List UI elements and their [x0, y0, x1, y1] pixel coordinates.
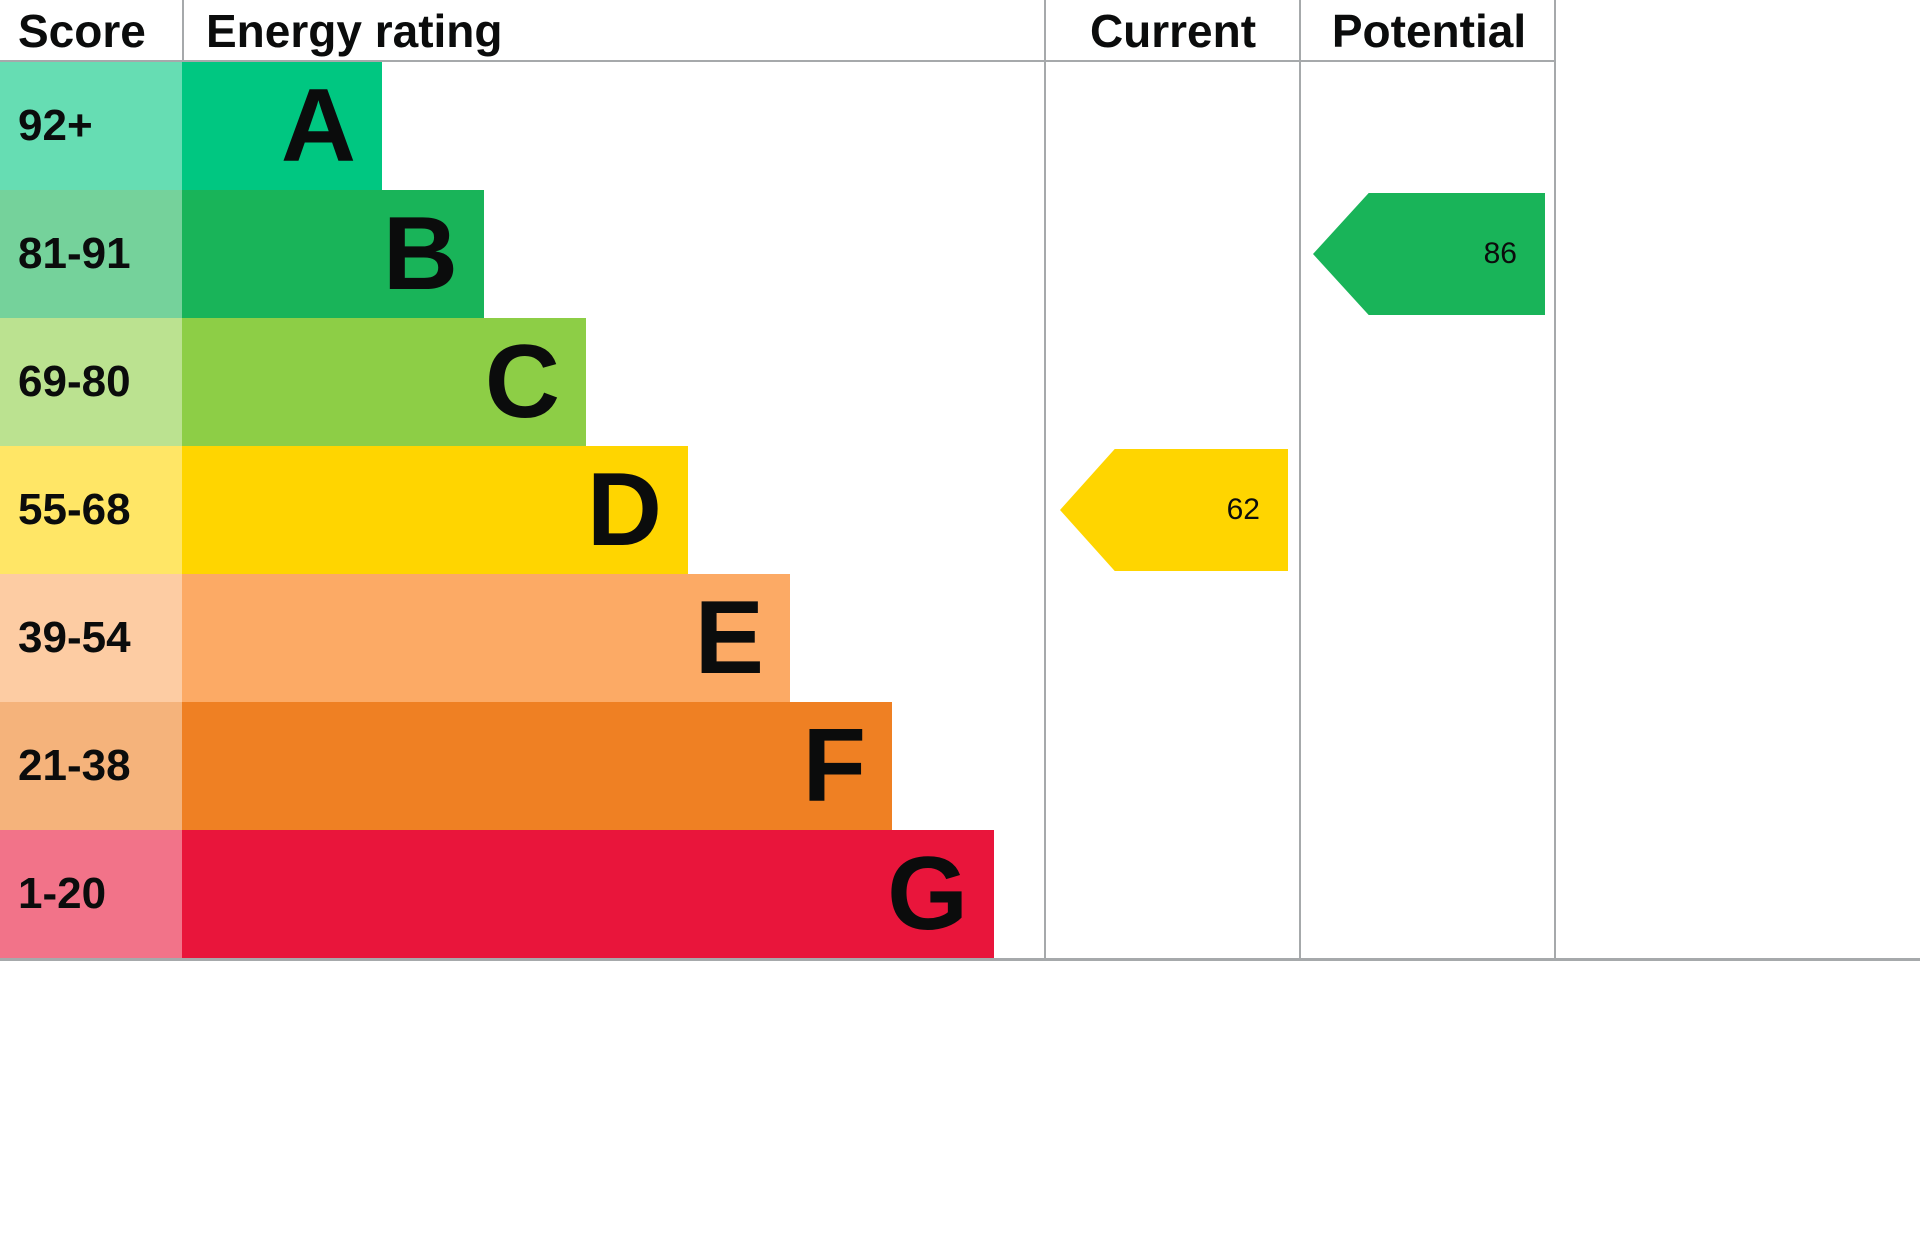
potential-value: 86 — [1483, 237, 1517, 270]
score-range-a: 92+ — [0, 62, 182, 190]
band-letter-e: E — [694, 580, 764, 696]
score-range-c: 69-80 — [0, 318, 182, 446]
table-bottom-border — [0, 958, 1920, 961]
band-bar-b: B — [182, 190, 484, 318]
band-letter-d: D — [586, 452, 662, 568]
potential-arrow: 86 — [1313, 193, 1545, 315]
band-row-a: 92+ A — [0, 62, 382, 190]
band-bar-c: C — [182, 318, 586, 446]
table-right-border — [1554, 0, 1556, 960]
band-bar-e: E — [182, 574, 790, 702]
score-range-g: 1-20 — [0, 830, 182, 958]
score-range-e: 39-54 — [0, 574, 182, 702]
band-letter-b: B — [382, 196, 458, 312]
band-row-b: 81-91 B — [0, 190, 484, 318]
header-divider-score-rating — [182, 0, 184, 62]
band-letter-g: G — [887, 836, 968, 952]
score-range-d: 55-68 — [0, 446, 182, 574]
band-row-e: 39-54 E — [0, 574, 790, 702]
band-bar-a: A — [182, 62, 382, 190]
current-arrow: 62 — [1060, 449, 1288, 571]
score-range-f: 21-38 — [0, 702, 182, 830]
band-row-c: 69-80 C — [0, 318, 586, 446]
band-row-d: 55-68 D — [0, 446, 688, 574]
current-value: 62 — [1226, 493, 1260, 526]
column-divider-rating-current — [1044, 0, 1046, 960]
band-row-g: 1-20 G — [0, 830, 994, 958]
current-header: Current — [1089, 5, 1257, 57]
band-row-f: 21-38 F — [0, 702, 892, 830]
header-underline — [0, 60, 1556, 62]
score-header: Score — [18, 5, 146, 57]
band-letter-a: A — [280, 68, 356, 184]
energy-rating-header: Energy rating — [206, 5, 503, 57]
band-letter-c: C — [484, 324, 560, 440]
column-divider-current-potential — [1299, 0, 1301, 960]
potential-header: Potential — [1331, 5, 1527, 57]
band-bar-d: D — [182, 446, 688, 574]
score-range-b: 81-91 — [0, 190, 182, 318]
band-bar-f: F — [182, 702, 892, 830]
band-bar-g: G — [182, 830, 994, 958]
band-letter-f: F — [802, 708, 866, 824]
